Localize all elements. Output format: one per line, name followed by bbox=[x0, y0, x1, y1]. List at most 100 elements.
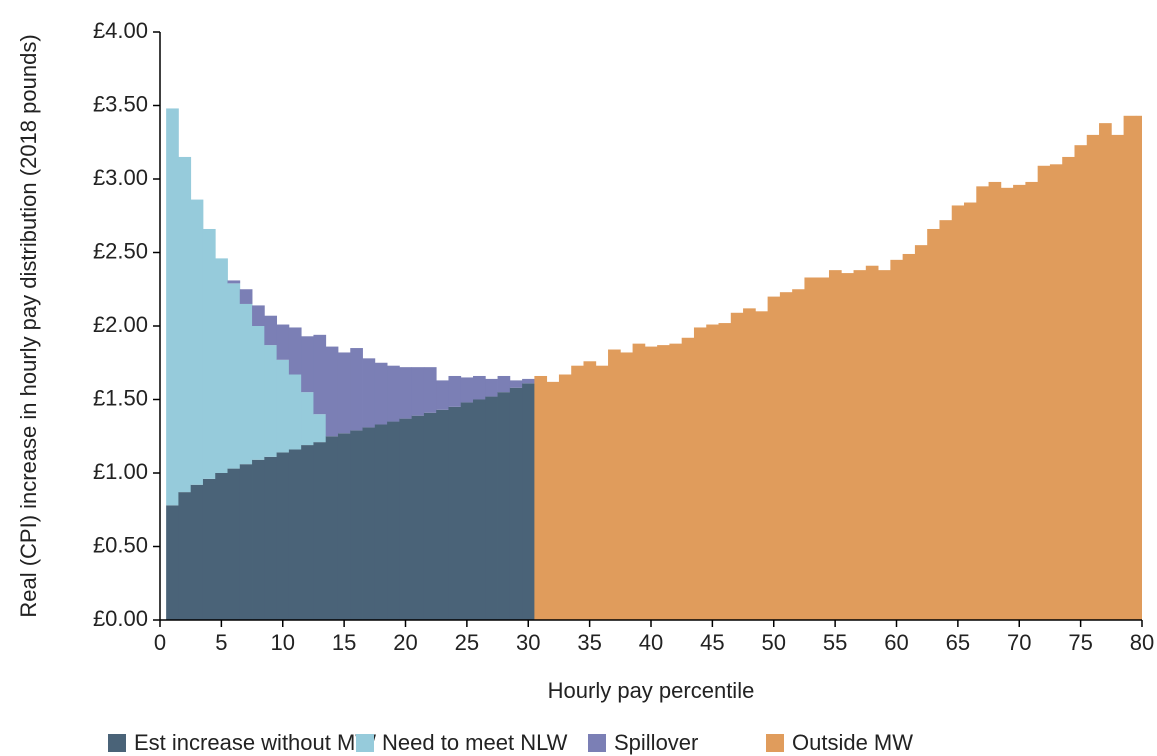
bar-segment bbox=[473, 375, 486, 400]
bar-segment bbox=[681, 337, 695, 620]
legend-label: Spillover bbox=[614, 730, 698, 755]
bar-segment bbox=[423, 367, 437, 413]
bar-segment bbox=[190, 199, 204, 485]
bar-segment bbox=[325, 346, 339, 437]
bar-segment bbox=[460, 377, 474, 403]
bar-segment bbox=[252, 459, 265, 620]
bar-segment bbox=[301, 445, 314, 620]
bar-segment bbox=[976, 186, 989, 620]
bar-segment bbox=[914, 245, 928, 620]
legend-swatch bbox=[766, 734, 784, 752]
x-tick-label: 55 bbox=[823, 630, 847, 655]
bar-segment bbox=[497, 392, 511, 620]
bar-segment bbox=[669, 343, 683, 620]
bar-segment bbox=[595, 365, 609, 620]
bar-segment bbox=[166, 108, 179, 506]
bar-segment bbox=[301, 392, 314, 446]
bar-segment bbox=[448, 375, 462, 407]
bar-segment bbox=[1025, 181, 1039, 620]
bar-segment bbox=[1135, 115, 1142, 620]
bar-segment bbox=[1037, 165, 1051, 620]
bar-segment bbox=[252, 326, 265, 460]
bar-segment bbox=[202, 478, 216, 620]
bar-segment bbox=[509, 380, 523, 388]
bar-segment bbox=[399, 418, 413, 620]
bar-segment bbox=[362, 358, 376, 428]
y-tick-label: £3.50 bbox=[93, 91, 148, 116]
bar-segment bbox=[1111, 134, 1124, 620]
bar-segment bbox=[264, 456, 278, 620]
bar-segment bbox=[988, 181, 1002, 620]
legend-swatch bbox=[356, 734, 374, 752]
bar-segment bbox=[166, 505, 179, 620]
bar-segment bbox=[890, 259, 904, 620]
bar-segment bbox=[350, 348, 363, 431]
bar-segment bbox=[374, 424, 388, 620]
bar-segment bbox=[288, 327, 302, 375]
bar-segment bbox=[927, 228, 940, 620]
x-tick-label: 5 bbox=[215, 630, 227, 655]
bar-segment bbox=[779, 292, 793, 620]
bar-segment bbox=[460, 402, 474, 620]
x-tick-label: 30 bbox=[516, 630, 540, 655]
bar-segment bbox=[264, 315, 278, 346]
bar-segment bbox=[436, 380, 449, 410]
bar-segment bbox=[902, 253, 916, 620]
bar-segment bbox=[288, 374, 302, 450]
bar-segment bbox=[939, 220, 953, 620]
y-tick-label: £1.50 bbox=[93, 385, 148, 410]
bar-segment bbox=[951, 205, 965, 620]
bar-segment bbox=[657, 345, 670, 620]
bar-segment bbox=[522, 383, 535, 620]
bar-segment bbox=[1062, 156, 1075, 620]
bar-segment bbox=[473, 399, 486, 620]
bar-segment bbox=[215, 258, 228, 473]
y-tick-label: £4.00 bbox=[93, 18, 148, 43]
x-tick-label: 40 bbox=[639, 630, 663, 655]
bar-segment bbox=[301, 336, 314, 393]
bar-segment bbox=[276, 324, 290, 360]
bar-segment bbox=[387, 365, 400, 422]
bar-segment bbox=[239, 464, 253, 620]
bar-segment bbox=[178, 156, 192, 493]
x-tick-label: 70 bbox=[1007, 630, 1031, 655]
bar-segment bbox=[497, 375, 511, 393]
bar-segment bbox=[865, 265, 879, 620]
bar-segment bbox=[558, 374, 572, 620]
bar-segment bbox=[239, 289, 253, 304]
x-tick-label: 20 bbox=[393, 630, 417, 655]
bar-segment bbox=[423, 412, 437, 620]
bar-segment bbox=[767, 296, 781, 620]
legend-label: Est increase without MW bbox=[134, 730, 376, 755]
bar-segment bbox=[313, 334, 327, 415]
x-tick-label: 0 bbox=[154, 630, 166, 655]
bar-segment bbox=[632, 343, 646, 620]
bar-segment bbox=[1049, 164, 1063, 620]
bar-segment bbox=[620, 352, 633, 620]
legend-swatch bbox=[588, 734, 606, 752]
bar-segment bbox=[522, 378, 535, 384]
bar-segment bbox=[239, 303, 253, 465]
bar-segment bbox=[755, 311, 769, 620]
bar-segment bbox=[644, 346, 658, 620]
bar-segment bbox=[804, 277, 818, 620]
y-tick-label: £1.00 bbox=[93, 459, 148, 484]
bar-segment bbox=[411, 415, 425, 620]
bar-segment bbox=[374, 362, 388, 425]
bar-segment bbox=[337, 433, 351, 620]
bar-segment bbox=[853, 270, 867, 620]
y-tick-label: £0.00 bbox=[93, 606, 148, 631]
x-tick-label: 50 bbox=[762, 630, 786, 655]
bar-segment bbox=[399, 367, 413, 419]
bar-segment bbox=[583, 361, 597, 620]
x-tick-label: 25 bbox=[455, 630, 479, 655]
x-tick-label: 65 bbox=[946, 630, 970, 655]
bar-segment bbox=[325, 436, 339, 620]
y-axis-title: Real (CPI) increase in hourly pay distri… bbox=[16, 34, 41, 617]
bar-segment bbox=[828, 270, 842, 620]
y-tick-label: £3.00 bbox=[93, 165, 148, 190]
bar-segment bbox=[264, 345, 278, 457]
bar-segment bbox=[546, 381, 560, 620]
bar-segment bbox=[1123, 115, 1137, 620]
